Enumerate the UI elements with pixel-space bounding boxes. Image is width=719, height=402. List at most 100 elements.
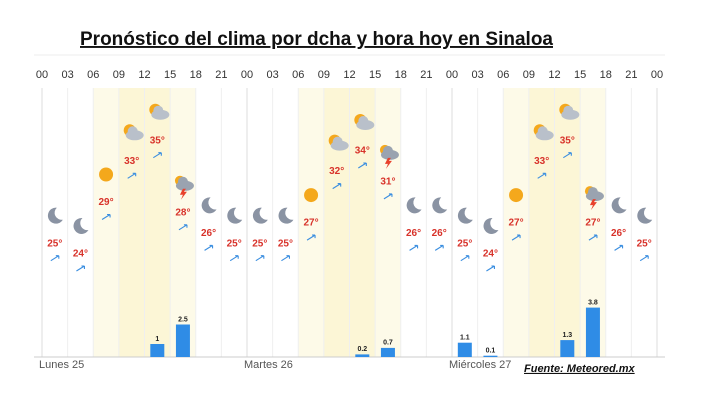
hour-label: 06 <box>292 69 304 81</box>
wind-arrow <box>204 244 214 251</box>
temperature: 33° <box>534 156 549 167</box>
wind-arrow <box>255 255 265 262</box>
weather-icon <box>611 197 627 214</box>
temperature: 26° <box>201 228 216 239</box>
temperature: 27° <box>509 218 524 229</box>
wind-arrow <box>588 234 598 241</box>
day-label: Miércoles 27 <box>449 359 511 371</box>
sun <box>99 167 114 182</box>
daylight <box>170 88 196 357</box>
weather-icon <box>278 207 294 224</box>
wind-arrow <box>332 183 342 190</box>
bolt <box>384 157 392 169</box>
daylight <box>375 88 401 357</box>
weather-icon <box>149 103 170 120</box>
moon <box>227 207 243 224</box>
wind-arrow <box>639 255 649 262</box>
temperature: 26° <box>432 228 447 239</box>
precip-bar <box>380 347 395 357</box>
temperature: 24° <box>483 249 498 260</box>
bolt <box>589 199 597 211</box>
daylight <box>323 88 350 357</box>
moon <box>637 207 653 224</box>
weather-icon <box>406 197 422 214</box>
cloud <box>537 126 548 137</box>
weather-icon <box>457 207 473 224</box>
cloud <box>127 126 138 137</box>
weather-icon <box>328 134 349 151</box>
temperature: 27° <box>585 218 600 229</box>
hour-label: 15 <box>574 69 586 81</box>
hour-label: 18 <box>190 69 202 81</box>
sun <box>509 188 524 203</box>
weather-icon <box>73 217 89 234</box>
wind-arrow <box>101 213 111 220</box>
precip-label: 0.1 <box>486 348 496 355</box>
precip-bar <box>483 355 498 357</box>
hour-label: 09 <box>523 69 535 81</box>
wind-arrow <box>127 172 137 179</box>
moon <box>432 197 448 214</box>
precip-label: 1 <box>155 336 159 343</box>
temperature: 34° <box>355 146 370 157</box>
temperature: 25° <box>637 238 652 249</box>
weather-icon <box>483 217 499 234</box>
wind-arrow <box>563 152 572 159</box>
temperature: 31° <box>380 177 395 188</box>
hour-label: 00 <box>446 69 458 81</box>
moon <box>483 217 499 234</box>
hour-label: 15 <box>164 69 176 81</box>
precip-label: 1.1 <box>460 335 470 342</box>
cloud <box>177 176 188 187</box>
weather-icon <box>201 197 217 214</box>
weather-icon <box>123 124 144 141</box>
weather-icon <box>432 197 448 214</box>
wind-arrow <box>460 255 470 262</box>
temperature: 33° <box>124 156 139 167</box>
moon <box>252 207 268 224</box>
wind-arrow <box>229 255 239 262</box>
hour-label: 18 <box>600 69 612 81</box>
temperature: 27° <box>304 218 319 229</box>
hour-label: 12 <box>343 69 355 81</box>
weather-icon <box>174 175 194 200</box>
hour-label: 09 <box>113 69 125 81</box>
temperature: 29° <box>99 197 114 208</box>
hour-label: 21 <box>215 69 227 81</box>
hour-label: 00 <box>241 69 253 81</box>
day-label: Lunes 25 <box>39 359 84 371</box>
hour-label: 21 <box>625 69 637 81</box>
cloud <box>153 105 164 116</box>
temperature: 25° <box>227 238 242 249</box>
weather-icon <box>379 144 399 169</box>
wind-arrow <box>153 152 162 159</box>
precip-label: 2.5 <box>178 316 188 323</box>
precip-bar <box>585 307 600 357</box>
moon <box>611 197 627 214</box>
weather-icon <box>99 167 114 182</box>
temperature: 25° <box>278 238 293 249</box>
wind-arrow <box>76 265 85 272</box>
precip-bar <box>175 324 190 357</box>
weather-icon <box>354 114 375 130</box>
precip-bar <box>150 344 165 357</box>
title: Pronóstico del clima por dcha y hora hoy… <box>80 29 553 50</box>
daylight <box>298 88 324 357</box>
daylight <box>554 88 581 357</box>
hour-label: 15 <box>369 69 381 81</box>
daylight <box>93 88 119 357</box>
hour-label: 09 <box>318 69 330 81</box>
temperature: 25° <box>252 238 267 249</box>
cloud <box>382 145 393 156</box>
weather-icon <box>47 207 63 224</box>
temperature: 26° <box>611 228 626 239</box>
hour-label: 06 <box>497 69 509 81</box>
daylight <box>349 88 376 357</box>
hour-label: 06 <box>87 69 99 81</box>
temperature: 24° <box>73 249 88 260</box>
hour-label: 00 <box>36 69 48 81</box>
hour-label: 18 <box>395 69 407 81</box>
moon <box>47 207 63 224</box>
hour-label: 00 <box>651 69 663 81</box>
source: Fuente: Meteored.mx <box>524 363 636 375</box>
